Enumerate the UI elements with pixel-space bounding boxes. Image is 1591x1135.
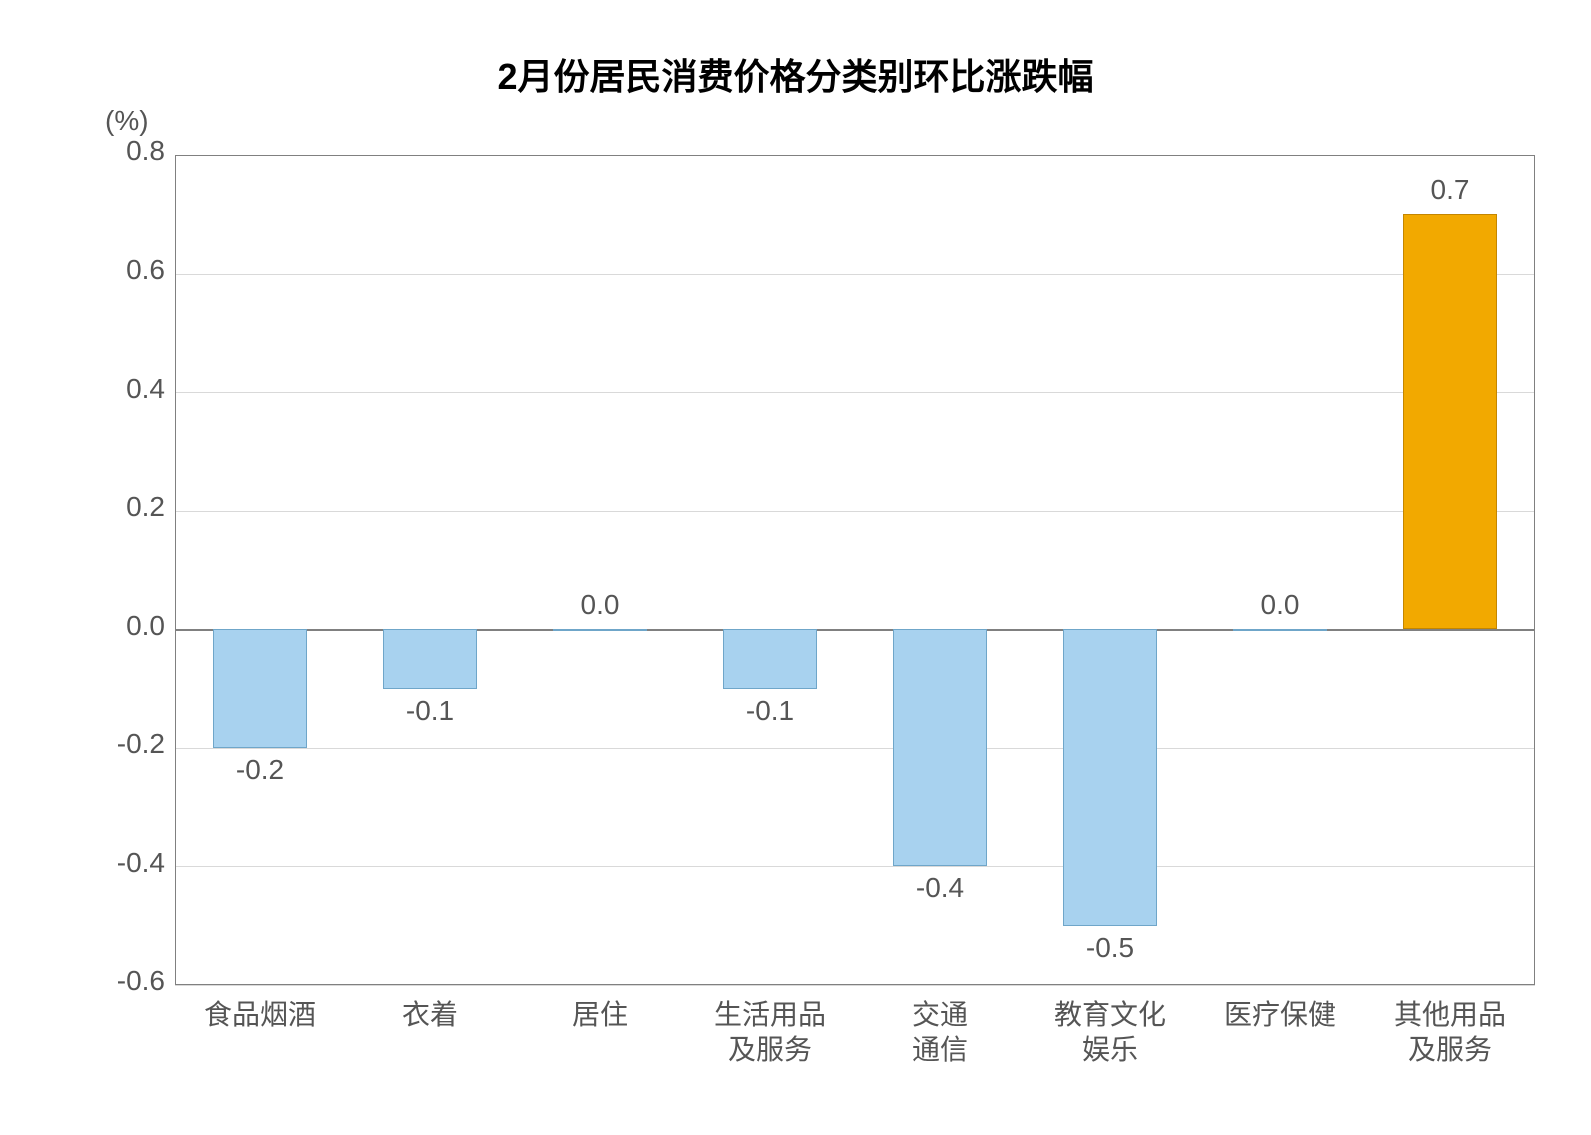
xtick-label: 生活用品 及服务	[685, 997, 855, 1067]
gridline	[175, 985, 1535, 986]
xtick-label: 教育文化 娱乐	[1025, 997, 1195, 1067]
bar-value-label: -0.5	[1025, 932, 1195, 964]
plot-area: -0.6-0.4-0.20.00.20.40.60.8-0.2食品烟酒-0.1衣…	[175, 155, 1535, 985]
ytick-label: -0.6	[75, 965, 165, 997]
bar-value-label: 0.0	[1195, 589, 1365, 621]
gridline	[175, 274, 1535, 275]
bar-value-label: -0.1	[345, 695, 515, 727]
chart-container: 2月份居民消费价格分类别环比涨跌幅 (%) -0.6 -0.4 -0.2 0.0 0.2…	[0, 0, 1591, 1135]
ytick-label: 0.0	[75, 610, 165, 642]
bar	[213, 629, 307, 748]
plot-border	[1534, 155, 1535, 985]
plot-border	[175, 155, 1535, 156]
xtick-label: 食品烟酒	[175, 997, 345, 1032]
xtick-label: 交通 通信	[855, 997, 1025, 1067]
ytick-label: 0.6	[75, 254, 165, 286]
gridline	[175, 748, 1535, 749]
bar-value-label: -0.1	[685, 695, 855, 727]
gridline	[175, 511, 1535, 512]
chart-title: 2月份居民消费价格分类别环比涨跌幅	[0, 48, 1591, 100]
gridline	[175, 392, 1535, 393]
plot-border	[175, 984, 1535, 985]
bar	[893, 629, 987, 866]
bar	[723, 629, 817, 688]
ytick-label: 0.2	[75, 491, 165, 523]
xtick-label: 居住	[515, 997, 685, 1032]
ytick-label: 0.8	[75, 135, 165, 167]
bar-value-label: 0.7	[1365, 174, 1535, 206]
xtick-label: 其他用品 及服务	[1365, 997, 1535, 1067]
bar-value-label: 0.0	[515, 589, 685, 621]
bar	[1063, 629, 1157, 925]
bar	[383, 629, 477, 688]
gridline	[175, 629, 1535, 631]
ytick-label: -0.4	[75, 847, 165, 879]
xtick-label: 衣着	[345, 997, 515, 1032]
bar-value-label: -0.4	[855, 872, 1025, 904]
xtick-label: 医疗保健	[1195, 997, 1365, 1032]
ytick-label: -0.2	[75, 728, 165, 760]
bar	[553, 629, 647, 631]
bar	[1403, 214, 1497, 629]
bar-value-label: -0.2	[175, 754, 345, 786]
bar	[1233, 629, 1327, 631]
gridline	[175, 866, 1535, 867]
y-axis-unit: (%)	[105, 105, 149, 137]
ytick-label: 0.4	[75, 373, 165, 405]
plot-border	[175, 155, 176, 985]
